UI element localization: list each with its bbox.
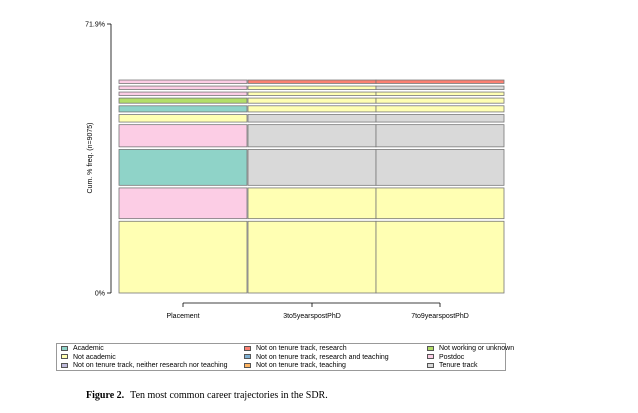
flow-segment-7-1	[247, 91, 377, 96]
flow-segment-0-2	[375, 220, 505, 294]
figure-caption: Figure 2. Ten most common career trajecto…	[86, 390, 328, 401]
flow-segment-9-1	[247, 79, 377, 84]
legend-item: Not on tenure track, neither research no…	[61, 362, 227, 370]
flow-segment-6-1	[247, 97, 377, 104]
legend-swatch	[61, 354, 68, 360]
flow-segment-8-0	[118, 85, 248, 90]
caption-label: Figure 2.	[86, 390, 125, 401]
y-tick-bottom-label: 0%	[95, 291, 105, 298]
flow-segment-6-2	[375, 97, 505, 104]
flow-segment-5-1	[247, 105, 377, 113]
y-tick-top-label: 71.9%	[85, 22, 105, 29]
flow-segment-9-2	[375, 79, 505, 84]
flow-segment-3-0	[118, 124, 248, 148]
flow-segment-8-1	[247, 85, 377, 90]
x-tick-label-1: 3to5yearspostPhD	[283, 313, 341, 320]
legend-swatch	[244, 345, 251, 351]
x-tick-label-2: 7to9yearspostPhD	[411, 313, 469, 320]
legend-label: Tenure track	[439, 362, 478, 369]
axes: 71.9% 0% Cum. % freq. (n=9075) Placement 3to…	[85, 22, 469, 321]
flow-segment-0-0	[118, 220, 248, 294]
flow-segment-2-0	[118, 149, 248, 186]
legend-label: Not on tenure track, teaching	[256, 362, 346, 369]
legend-item: Postdoc	[427, 354, 464, 362]
flow-segment-4-0	[118, 114, 248, 123]
legend-swatch	[61, 362, 68, 368]
flow-segment-2-2	[375, 149, 505, 186]
flow-segment-4-2	[375, 114, 505, 123]
legend-label: Not working or unknown	[439, 345, 515, 352]
flow-segment-9-0	[118, 79, 248, 84]
flow-segment-3-2	[375, 124, 505, 148]
caption-text: Ten most common career trajectories in t…	[130, 390, 328, 401]
flow-segment-5-2	[375, 105, 505, 113]
legend-swatch	[61, 345, 68, 351]
flow-segment-3-1	[247, 124, 377, 148]
flow-segment-2-1	[247, 149, 377, 186]
legend-item: Not on tenure track, research	[244, 345, 347, 353]
legend-label: Postdoc	[439, 353, 465, 361]
flow-segment-0-1	[247, 220, 377, 294]
flow-segment-4-1	[247, 114, 377, 123]
legend-swatch	[427, 345, 434, 351]
legend-swatch	[244, 362, 251, 368]
legend-item: Academic	[61, 345, 104, 353]
x-tick-label-0: Placement	[166, 313, 199, 320]
legend-label: Academic	[73, 345, 104, 352]
legend-item: Not on tenure track, research and teachi…	[244, 354, 389, 362]
legend-swatch	[427, 362, 434, 368]
legend: Academic Not academic Not on tenure track,…	[56, 343, 514, 371]
flow-segment-8-2	[375, 85, 505, 90]
flow-segment-1-2	[375, 187, 505, 220]
legend-label: Not academic	[73, 353, 116, 361]
flow-segment-7-2	[375, 91, 505, 96]
legend-label: Not on tenure track, neither research no…	[73, 362, 228, 369]
legend-item: Not on tenure track, teaching	[244, 362, 346, 370]
legend-swatch	[244, 354, 251, 360]
plot-area	[118, 79, 505, 294]
legend-item: Not academic	[61, 354, 116, 362]
y-axis-label: Cum. % freq. (n=9075)	[87, 122, 94, 193]
legend-label: Not on tenure track, research	[256, 345, 347, 352]
legend-label: Not on tenure track, research and teachi…	[256, 353, 389, 361]
flow-segment-1-1	[247, 187, 377, 220]
flow-segment-6-0	[118, 97, 248, 104]
flow-segment-1-0	[118, 187, 248, 220]
flow-segment-5-0	[118, 105, 248, 113]
legend-item: Not working or unknown	[427, 345, 514, 353]
legend-swatch	[427, 354, 434, 360]
flow-segment-7-0	[118, 91, 248, 96]
legend-item: Tenure track	[427, 362, 478, 370]
